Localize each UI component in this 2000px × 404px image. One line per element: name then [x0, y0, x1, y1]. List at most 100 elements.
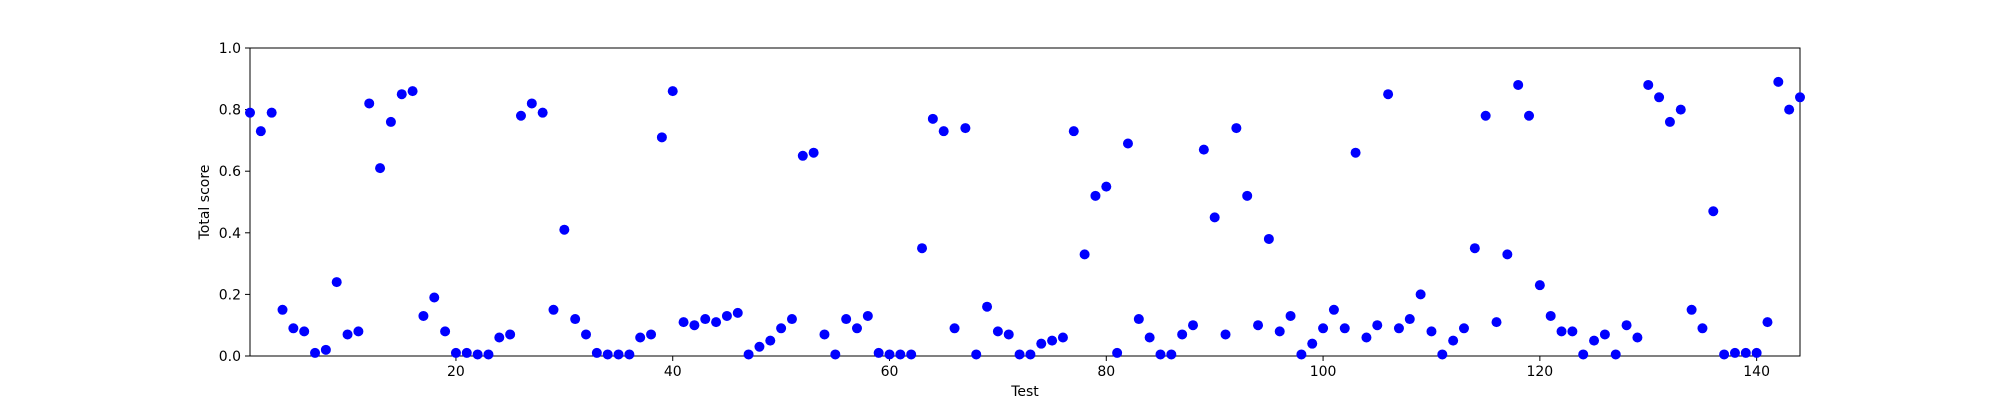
- data-point: [1534, 280, 1545, 291]
- data-point: [873, 347, 884, 358]
- data-point: [1599, 329, 1610, 340]
- data-point: [1664, 116, 1675, 127]
- data-point: [1556, 326, 1567, 337]
- data-point: [245, 107, 255, 118]
- data-point: [1057, 332, 1068, 343]
- data-point: [1383, 89, 1394, 100]
- y-tick-label: 1.0: [219, 41, 241, 57]
- y-tick-label: 0.2: [219, 287, 241, 303]
- data-point: [1393, 323, 1404, 334]
- data-point: [429, 292, 440, 303]
- data-point: [851, 323, 862, 334]
- data-point: [1133, 314, 1144, 325]
- data-point: [1328, 304, 1339, 315]
- x-tick-label: 120: [1526, 364, 1553, 380]
- data-point: [992, 326, 1003, 337]
- data-point: [1708, 206, 1719, 217]
- data-point: [808, 147, 819, 158]
- plot-area-frame: [249, 47, 1801, 357]
- x-tick-label: 40: [664, 364, 682, 380]
- data-point: [732, 307, 743, 318]
- data-point: [385, 116, 396, 127]
- x-axis-ticks: 20 40 60 80 100 120 140: [447, 356, 1770, 380]
- data-points: [245, 76, 1805, 360]
- data-point: [515, 110, 526, 121]
- data-point: [1697, 323, 1708, 334]
- data-point: [656, 132, 667, 143]
- data-point: [364, 98, 375, 109]
- data-point: [895, 349, 906, 360]
- data-point: [450, 347, 461, 358]
- data-point: [1675, 104, 1686, 115]
- data-point: [1610, 349, 1621, 360]
- x-axis-label: Test: [1010, 384, 1039, 400]
- x-tick-label: 20: [447, 364, 465, 380]
- data-point: [949, 323, 960, 334]
- data-point: [1426, 326, 1437, 337]
- data-point: [1632, 332, 1643, 343]
- data-point: [1686, 304, 1697, 315]
- data-point: [1469, 243, 1480, 254]
- data-point: [277, 304, 288, 315]
- data-point: [1090, 190, 1101, 201]
- data-point: [1513, 79, 1524, 90]
- data-point: [862, 310, 873, 321]
- data-point: [1589, 335, 1600, 346]
- data-point: [1437, 349, 1448, 360]
- y-axis-label: Total score: [197, 165, 213, 241]
- data-point: [1231, 123, 1242, 134]
- data-point: [591, 347, 602, 358]
- data-point: [320, 344, 331, 355]
- data-point: [776, 323, 787, 334]
- data-point: [1242, 190, 1253, 201]
- data-point: [819, 329, 830, 340]
- x-tick-label: 140: [1743, 364, 1770, 380]
- data-point: [635, 332, 646, 343]
- y-tick-label: 0.6: [219, 164, 241, 180]
- data-point: [646, 329, 657, 340]
- data-point: [342, 329, 353, 340]
- data-point: [1339, 323, 1350, 334]
- y-tick-label: 0.8: [219, 103, 241, 119]
- data-point: [1188, 320, 1199, 331]
- data-point: [700, 314, 711, 325]
- data-point: [786, 314, 797, 325]
- data-point: [1350, 147, 1361, 158]
- data-point: [841, 314, 852, 325]
- data-point: [1166, 349, 1177, 360]
- data-point: [570, 314, 581, 325]
- data-point: [1480, 110, 1491, 121]
- data-point: [938, 126, 949, 137]
- data-point: [1079, 249, 1090, 260]
- data-point: [960, 123, 971, 134]
- data-point: [1795, 92, 1805, 103]
- data-point: [971, 349, 982, 360]
- data-point: [906, 349, 917, 360]
- data-point: [1458, 323, 1469, 334]
- data-point: [396, 89, 407, 100]
- y-tick-label: 0.4: [219, 226, 241, 242]
- data-point: [678, 317, 689, 328]
- data-point: [884, 349, 895, 360]
- data-point: [1524, 110, 1535, 121]
- data-point: [1719, 349, 1730, 360]
- data-point: [418, 310, 429, 321]
- data-point: [624, 349, 635, 360]
- data-point: [927, 113, 938, 124]
- y-axis-ticks: 0.0 0.2 0.4 0.6 0.8 1.0: [219, 41, 250, 365]
- data-point: [1361, 332, 1372, 343]
- data-point: [1112, 347, 1123, 358]
- data-point: [1025, 349, 1036, 360]
- data-point: [472, 349, 483, 360]
- data-point: [1263, 233, 1274, 244]
- data-point: [1491, 317, 1502, 328]
- data-point: [255, 126, 266, 137]
- data-point: [743, 349, 754, 360]
- data-point: [461, 347, 472, 358]
- data-point: [613, 349, 624, 360]
- data-point: [266, 107, 277, 118]
- data-point: [1448, 335, 1459, 346]
- data-point: [1198, 144, 1209, 155]
- data-point: [1762, 317, 1773, 328]
